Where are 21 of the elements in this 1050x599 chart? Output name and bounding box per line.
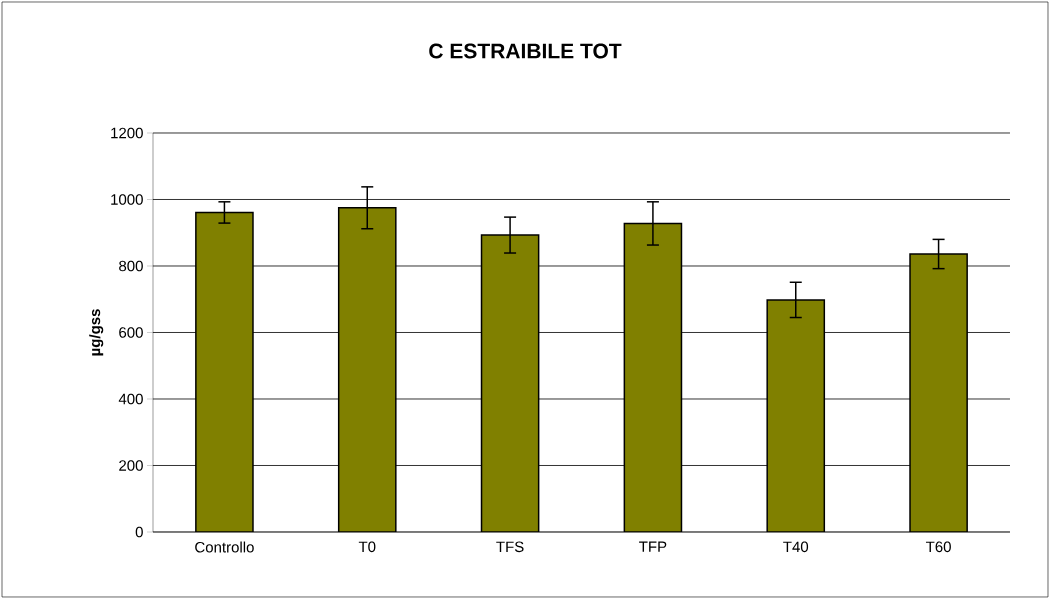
y-axis-title: µg/gss (89, 309, 104, 356)
bar (909, 253, 968, 532)
x-tick-label: T40 (783, 541, 809, 553)
bar (766, 299, 826, 532)
y-tick-label: 600 (119, 327, 143, 338)
y-tick-label: 400 (118, 393, 143, 405)
bar (195, 211, 254, 532)
x-tick-label: Controllo (195, 541, 254, 553)
y-tick-label: 0 (135, 526, 143, 538)
chart-title: C ESTRAIBILE TOT (429, 43, 622, 59)
y-tick-label: 1000 (111, 194, 143, 205)
x-tick-label: TFS (496, 541, 524, 553)
bar (623, 222, 683, 532)
y-tick-label: 1200 (111, 127, 143, 139)
x-tick-label: T0 (358, 541, 376, 553)
y-tick-label: 800 (119, 260, 143, 272)
y-tick-label: 200 (119, 460, 143, 471)
bar (480, 234, 540, 532)
x-tick-label: TFP (639, 541, 667, 552)
bar (337, 207, 397, 532)
x-tick-label: T60 (925, 541, 951, 553)
